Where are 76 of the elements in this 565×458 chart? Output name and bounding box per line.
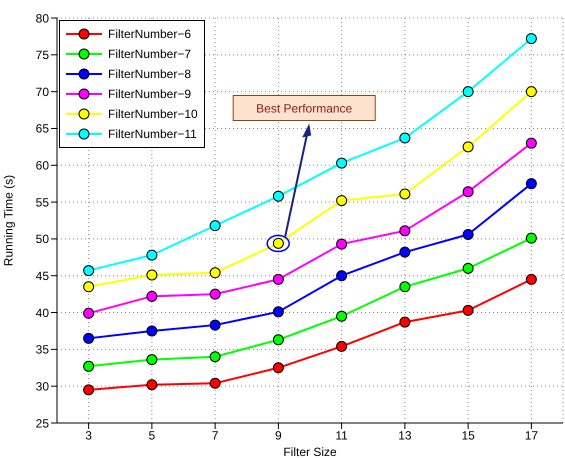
point [210,320,221,331]
x-axis-title: Filter Size [283,445,337,458]
point [399,246,410,258]
point [336,195,348,206]
y-tick-label: 65 [36,122,50,136]
point [272,334,284,346]
point [399,225,410,236]
point [336,310,348,322]
x-tick-label: 3 [85,428,92,443]
point [462,86,474,98]
point [272,274,284,285]
point [462,228,474,240]
point [210,351,221,362]
point [83,384,94,396]
point [272,362,284,374]
point [462,141,474,152]
y-tick-label: 30 [36,379,50,394]
legend-label: FilterNumber−8 [108,67,192,81]
point [526,33,537,44]
y-tick-label: 45 [36,268,50,283]
point [83,308,94,319]
y-tick-label: 40 [36,306,50,320]
point [146,379,158,390]
point [462,186,474,198]
point [210,267,221,278]
point [272,306,284,318]
point [83,281,94,292]
y-tick-label: 60 [36,158,50,173]
y-axis-title: Running Time (s) [1,174,16,266]
point [336,238,348,250]
point [526,178,537,190]
point [210,288,221,300]
x-tick-label: 7 [212,428,219,443]
x-tick-label: 9 [275,428,282,443]
y-tick-label: 35 [36,342,50,357]
y-tick-label: 70 [36,84,50,99]
x-tick-label: 17 [524,428,538,443]
legend-label: FilterNumber−10 [108,107,198,121]
legend-label: FilterNumber−7 [108,47,192,61]
point [272,190,284,202]
legend-label: FilterNumber−6 [108,27,192,41]
point [83,265,94,276]
point [462,304,474,316]
point [526,232,537,244]
point [462,262,474,274]
point [526,138,537,149]
x-tick-label: 11 [335,428,348,443]
y-tick-label: 80 [36,11,50,26]
point [399,132,410,144]
point [336,270,348,282]
point [210,220,221,232]
point [146,269,158,280]
point [399,188,410,200]
point [146,354,158,366]
point [83,332,94,344]
y-tick-label: 55 [36,195,50,210]
point [399,281,410,292]
legend-label: FilterNumber−9 [108,87,192,101]
annotation: Best Performance [256,102,353,116]
point [83,360,94,372]
x-tick-label: 13 [398,428,412,443]
point [526,86,537,98]
point [210,378,221,389]
y-tick-label: 75 [36,48,50,62]
point [336,340,348,352]
point [146,290,158,302]
point [399,316,410,328]
y-tick-label: 50 [36,232,50,246]
point [146,250,158,261]
legend-label: FilterNumber−11 [108,127,197,141]
x-tick-label: 15 [461,428,476,443]
x-tick-label: 5 [148,428,156,443]
point [526,274,537,285]
y-tick-label: 25 [36,416,50,430]
point [336,158,348,169]
point [146,325,158,336]
